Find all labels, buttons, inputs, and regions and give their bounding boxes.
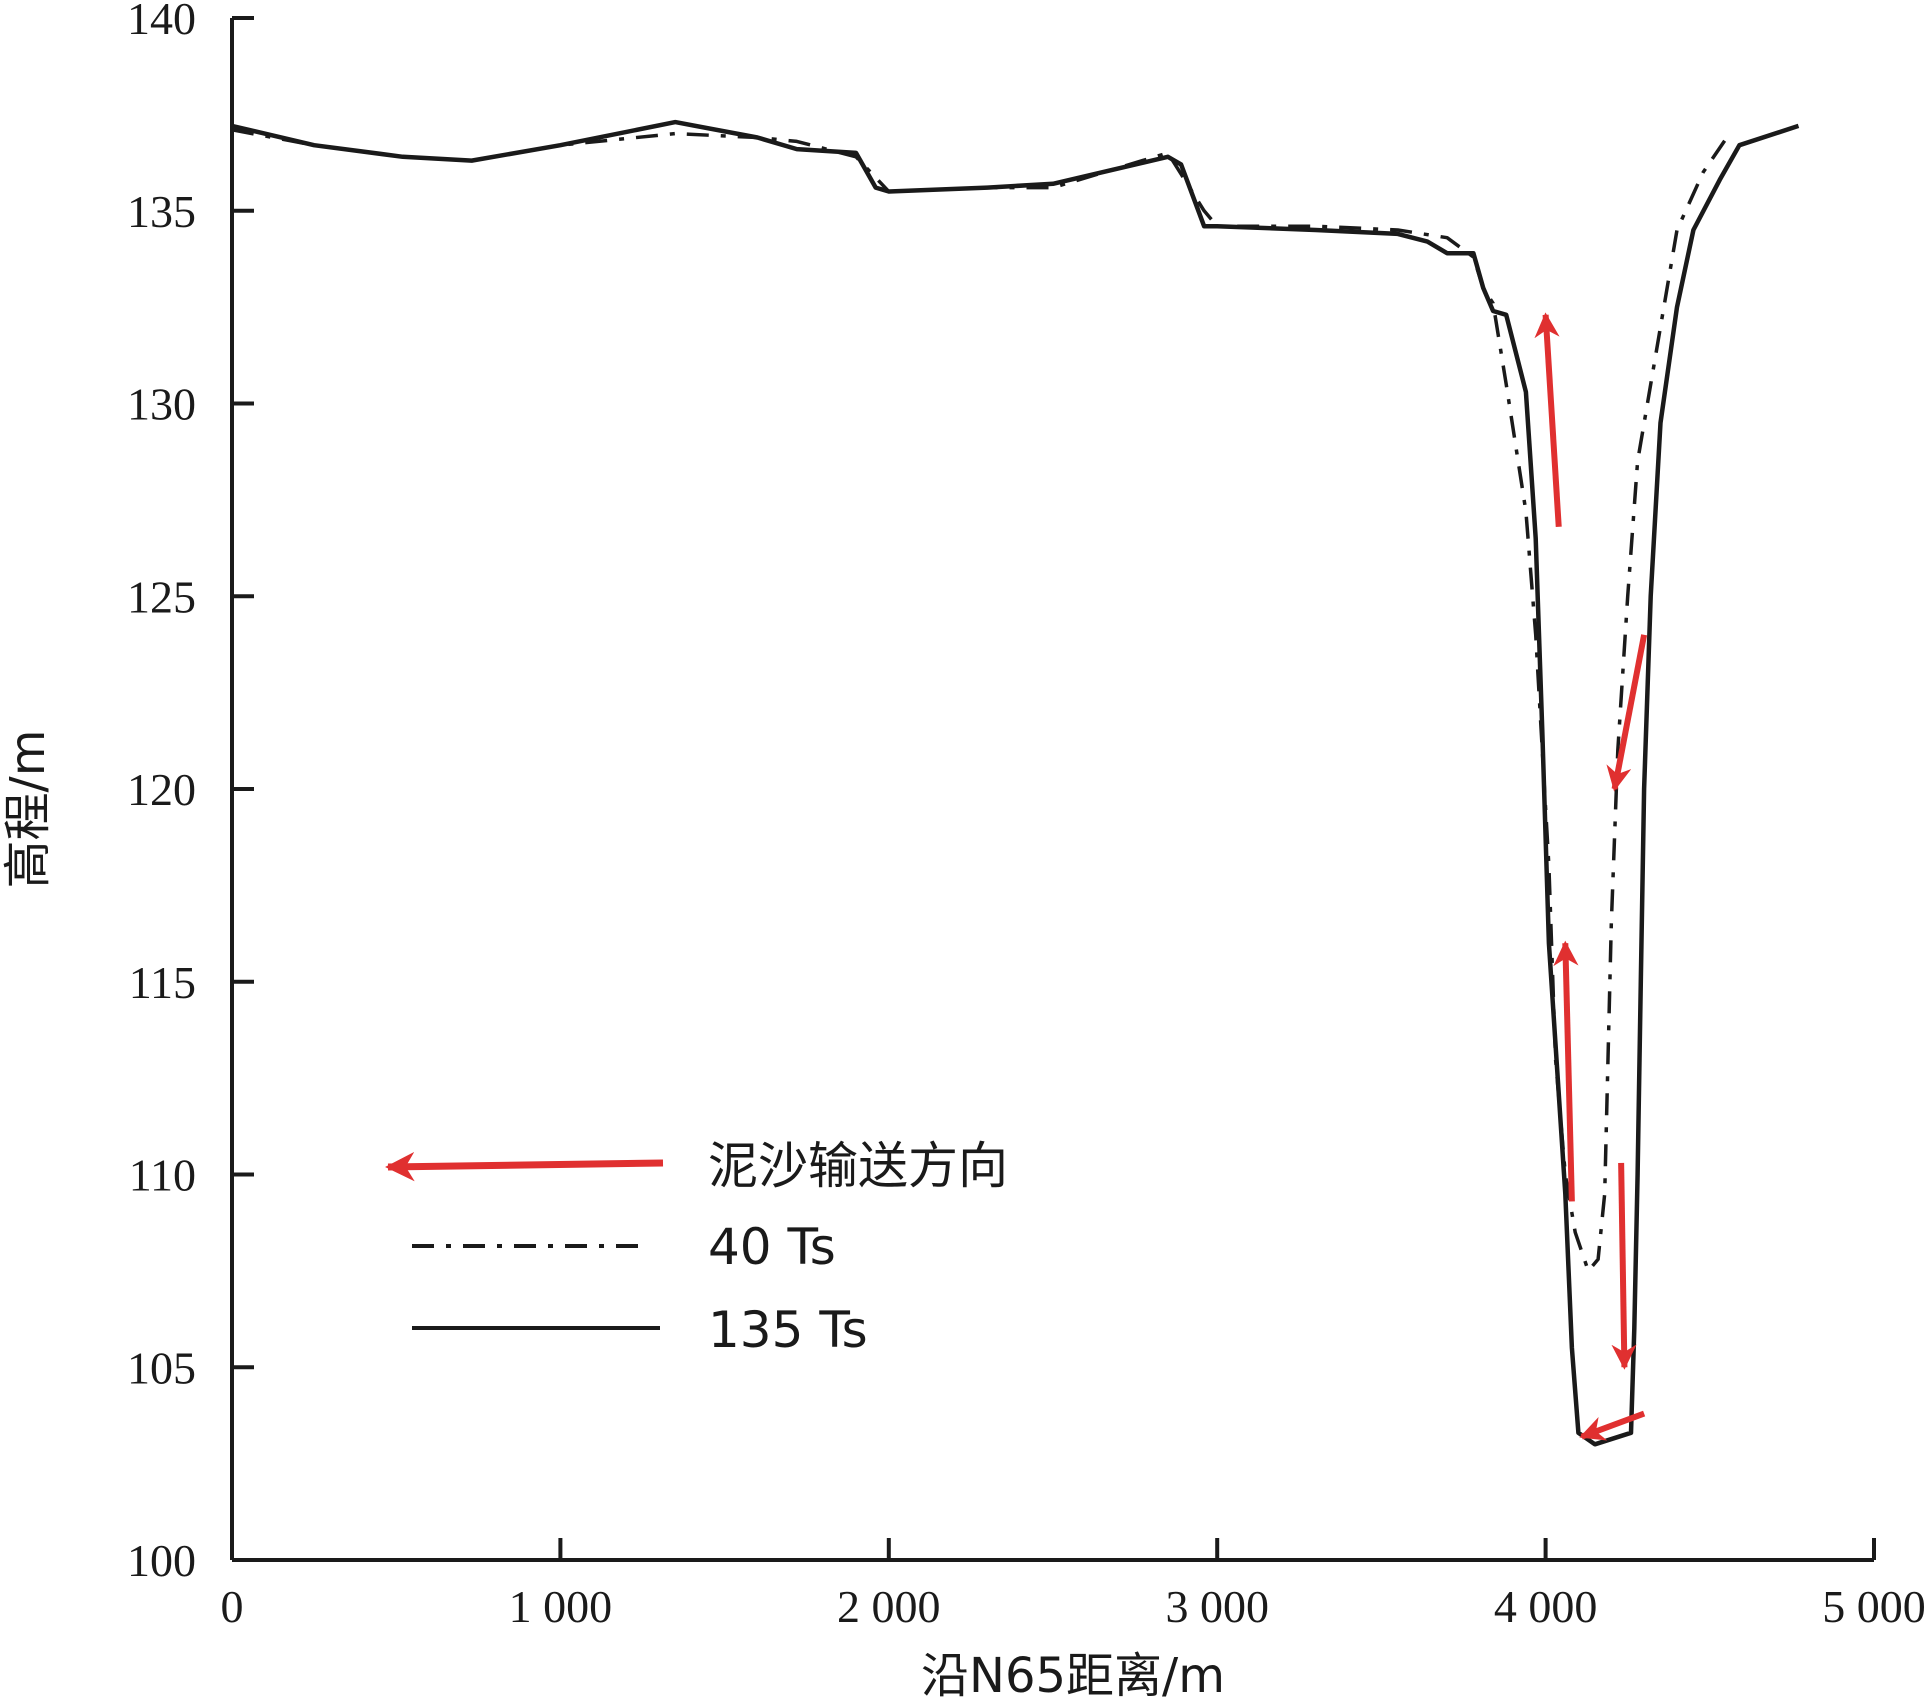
- x-tick-label: 2 000: [837, 1581, 941, 1632]
- y-tick-label: 125: [127, 571, 196, 622]
- y-tick-label: 140: [127, 0, 196, 44]
- x-tick-label: 4 000: [1494, 1581, 1598, 1632]
- sediment-direction-arrow: [1606, 634, 1648, 792]
- y-tick-label: 120: [127, 764, 196, 815]
- y-ticks: 100 105 110 115 120 125 130 135 140: [127, 0, 254, 1586]
- legend-label-sediment-direction: 泥沙输送方向: [708, 1137, 1008, 1195]
- y-tick-label: 110: [129, 1150, 196, 1201]
- x-tick-label: 1 000: [509, 1581, 613, 1632]
- sediment-arrows: [1534, 312, 1648, 1441]
- y-tick-label: 135: [127, 186, 196, 237]
- sediment-direction-arrow: [1553, 940, 1579, 1202]
- y-tick-label: 130: [127, 379, 196, 430]
- series-layer: [231, 119, 1800, 1447]
- y-tick-label: 100: [127, 1535, 196, 1586]
- y-tick-label: 105: [127, 1342, 196, 1393]
- legend-label-135ts: 135 Ts: [708, 1301, 868, 1359]
- y-axis-label: 高程/m: [0, 730, 56, 889]
- sediment-direction-arrow: [1611, 1162, 1637, 1370]
- legend-arrow-icon: [385, 1151, 664, 1182]
- y-tick-label: 115: [129, 957, 196, 1008]
- x-tick-label: 3 000: [1165, 1581, 1269, 1632]
- legend: 泥沙输送方向 40 Ts 135 Ts: [385, 1137, 1008, 1359]
- x-axis-label: 沿N65距离/m: [921, 1648, 1225, 1702]
- legend-label-40ts: 40 Ts: [708, 1218, 836, 1276]
- x-tick-label: 0: [221, 1581, 244, 1632]
- series-40ts-line: [231, 128, 1731, 1273]
- sediment-direction-arrow: [1534, 312, 1562, 528]
- series-135ts-line: [231, 119, 1800, 1447]
- sediment-direction-arrow: [1579, 1410, 1646, 1441]
- x-ticks: 0 1 000 2 000 3 000 4 000 5 000: [221, 1538, 1926, 1632]
- x-tick-label: 5 000: [1822, 1581, 1926, 1632]
